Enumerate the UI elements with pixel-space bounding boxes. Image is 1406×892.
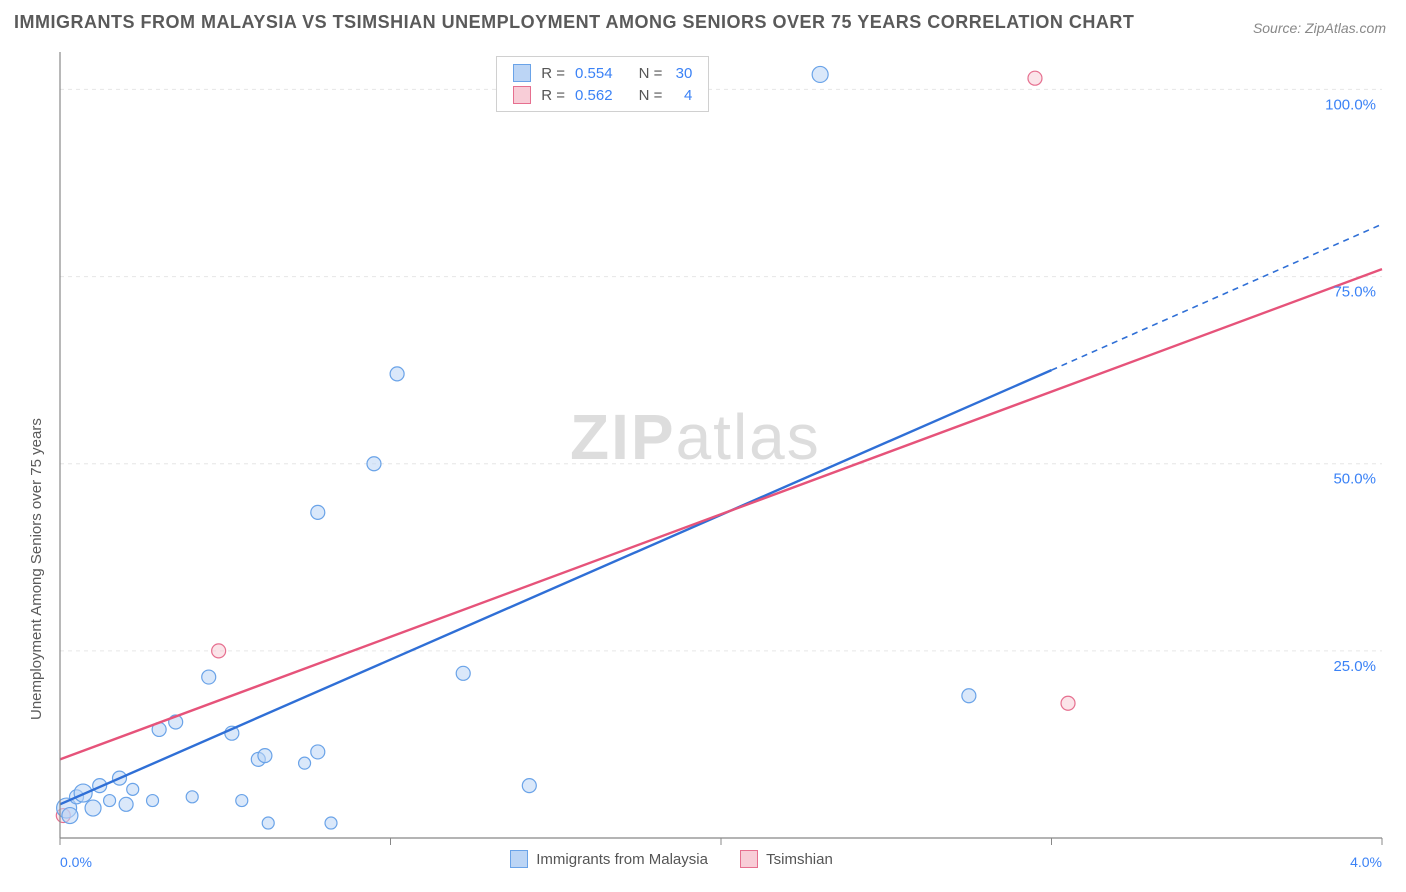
svg-text:50.0%: 50.0% xyxy=(1333,471,1376,488)
legend-swatch-icon xyxy=(510,850,528,868)
svg-text:75.0%: 75.0% xyxy=(1333,284,1376,301)
source-attribution: Source: ZipAtlas.com xyxy=(1253,20,1386,36)
x-axis-tick-label: 4.0% xyxy=(1350,854,1382,870)
y-axis-label: Unemployment Among Seniors over 75 years xyxy=(28,418,45,720)
svg-text:25.0%: 25.0% xyxy=(1333,658,1376,675)
scatter-plot: 25.0% 50.0% 75.0% 100.0% xyxy=(60,52,1382,838)
x-axis-tick-label: 0.0% xyxy=(60,854,92,870)
legend-swatch-icon xyxy=(740,850,758,868)
legend-item-malaysia: Immigrants from Malaysia xyxy=(510,850,708,868)
chart-title: IMMIGRANTS FROM MALAYSIA VS TSIMSHIAN UN… xyxy=(14,12,1134,33)
legend-label: Immigrants from Malaysia xyxy=(536,851,708,868)
legend-label: Tsimshian xyxy=(766,851,833,868)
legend-item-tsimshian: Tsimshian xyxy=(740,850,833,868)
legend-stats: R = 0.554 N = 30 R = 0.562 N = 4 xyxy=(496,56,709,112)
legend-stats-table: R = 0.554 N = 30 R = 0.562 N = 4 xyxy=(507,61,698,107)
svg-text:100.0%: 100.0% xyxy=(1325,96,1376,113)
legend-series: Immigrants from Malaysia Tsimshian xyxy=(496,850,847,872)
